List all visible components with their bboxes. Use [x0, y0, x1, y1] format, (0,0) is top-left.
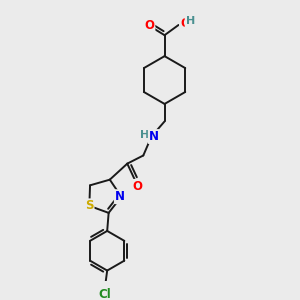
Text: Cl: Cl — [98, 288, 111, 300]
Text: H: H — [140, 130, 150, 140]
Text: N: N — [149, 130, 159, 143]
Text: O: O — [144, 20, 154, 32]
Text: H: H — [186, 16, 195, 26]
Text: S: S — [85, 200, 94, 212]
Text: N: N — [115, 190, 125, 203]
Text: O: O — [180, 17, 190, 30]
Text: O: O — [133, 180, 143, 193]
